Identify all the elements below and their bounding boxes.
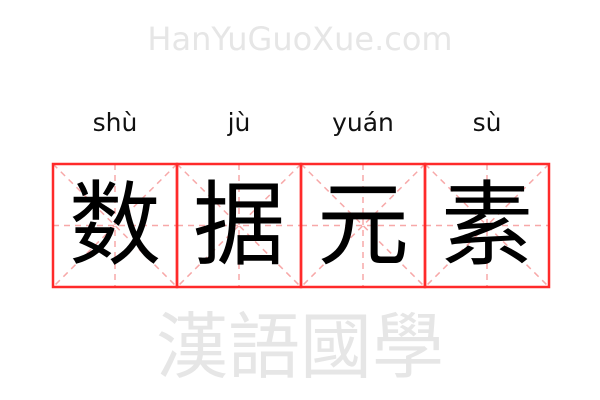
guide-diagonal bbox=[424, 163, 550, 288]
grid-cell-4 bbox=[423, 162, 551, 289]
grid-borders bbox=[51, 162, 551, 289]
grid-guides bbox=[52, 163, 550, 288]
watermark-latin: HanYuGuoXue.com bbox=[147, 20, 452, 58]
hanzi-3: 元 bbox=[317, 172, 409, 279]
guide-diagonal bbox=[176, 163, 302, 288]
pinyin-1: shù bbox=[92, 108, 138, 137]
hanzi-2: 据 bbox=[193, 172, 285, 279]
guide-diagonal bbox=[52, 163, 178, 288]
guide-diagonal bbox=[52, 163, 178, 288]
hanzi-4: 素 bbox=[441, 172, 533, 279]
guide-diagonal bbox=[300, 163, 426, 288]
guide-diagonal bbox=[424, 163, 550, 288]
watermark-chinese: 漢語國學 bbox=[156, 305, 444, 389]
pinyin-2: jù bbox=[227, 108, 251, 137]
guide-diagonal bbox=[300, 163, 426, 288]
pinyin-4: sù bbox=[472, 108, 502, 137]
guide-diagonal bbox=[176, 163, 302, 288]
hanzi-1: 数 bbox=[69, 172, 161, 279]
pinyin-3: yuán bbox=[332, 108, 394, 137]
